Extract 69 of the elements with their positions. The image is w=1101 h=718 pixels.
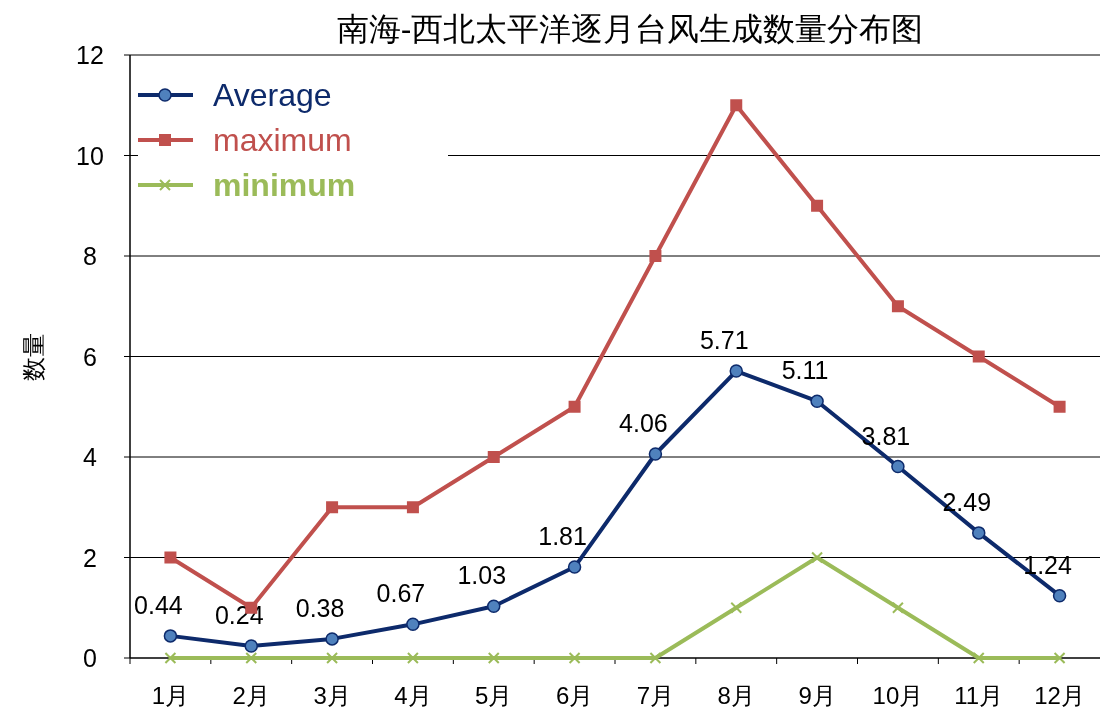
point xyxy=(649,652,662,664)
y-tick-label: 4 xyxy=(83,443,98,471)
point xyxy=(810,394,824,408)
data-label: 0.44 xyxy=(134,590,183,619)
point xyxy=(891,601,904,614)
point xyxy=(811,551,824,564)
point xyxy=(1053,400,1066,413)
x-tick-label: 11月 xyxy=(954,682,1004,709)
point xyxy=(164,551,177,564)
point xyxy=(245,652,258,664)
point xyxy=(1052,588,1067,603)
legend-label: minimum xyxy=(213,167,356,203)
data-label: 3.81 xyxy=(861,421,911,450)
x-tick-label: 2月 xyxy=(232,682,270,709)
y-tick-label: 6 xyxy=(83,342,97,371)
x-tick-label: 5月 xyxy=(475,682,513,709)
data-label: 4.06 xyxy=(619,408,668,437)
point xyxy=(891,300,904,313)
point xyxy=(163,629,178,643)
point xyxy=(326,501,339,514)
x-tick-label: 12月 xyxy=(1034,682,1085,709)
x-tick-label: 10月 xyxy=(872,682,924,709)
point xyxy=(648,447,663,461)
point xyxy=(406,501,419,514)
point xyxy=(568,652,581,664)
x-tick-label: 4月 xyxy=(394,682,432,709)
x-tick-label: 9月 xyxy=(798,682,836,709)
y-axis-title: 数量 xyxy=(20,332,47,381)
point xyxy=(326,652,339,664)
data-label: 0.38 xyxy=(295,593,345,622)
y-tick-label: 8 xyxy=(83,242,97,270)
y-tick-label: 10 xyxy=(76,141,104,170)
point xyxy=(487,599,501,613)
point xyxy=(406,617,420,632)
legend-label: maximum xyxy=(213,122,352,158)
x-tick-label: 3月 xyxy=(313,682,351,709)
point xyxy=(164,652,177,664)
point xyxy=(972,652,985,664)
chart-title: 南海-西北太平洋逐月台风生成数量分布图 xyxy=(336,11,924,47)
data-label: 0.67 xyxy=(376,579,426,608)
data-label: 1.81 xyxy=(538,522,587,551)
point xyxy=(972,526,986,540)
y-tick-label: 0 xyxy=(83,644,97,672)
point xyxy=(972,350,985,363)
data-label: 2.49 xyxy=(942,487,992,516)
data-label: 1.03 xyxy=(457,561,507,590)
point xyxy=(406,652,419,664)
point xyxy=(1053,652,1066,664)
point xyxy=(730,99,743,112)
data-label: 5.71 xyxy=(699,326,749,355)
x-tick-label: 8月 xyxy=(717,682,755,709)
point xyxy=(325,632,339,646)
point xyxy=(649,250,662,262)
data-label: 5.11 xyxy=(781,356,829,385)
y-tick-label: 12 xyxy=(76,41,104,69)
x-tick-label: 7月 xyxy=(636,682,675,709)
point xyxy=(567,560,582,574)
legend-label: Average xyxy=(213,77,332,113)
y-tick-label: 2 xyxy=(83,543,97,572)
point xyxy=(891,459,905,474)
point xyxy=(244,639,258,653)
point xyxy=(568,400,581,413)
point xyxy=(487,451,500,463)
x-tick-label: 6月 xyxy=(555,682,594,709)
x-tick-label: 1月 xyxy=(151,682,190,709)
point xyxy=(487,652,500,664)
point xyxy=(811,199,824,212)
point xyxy=(729,364,743,378)
point xyxy=(730,601,743,614)
